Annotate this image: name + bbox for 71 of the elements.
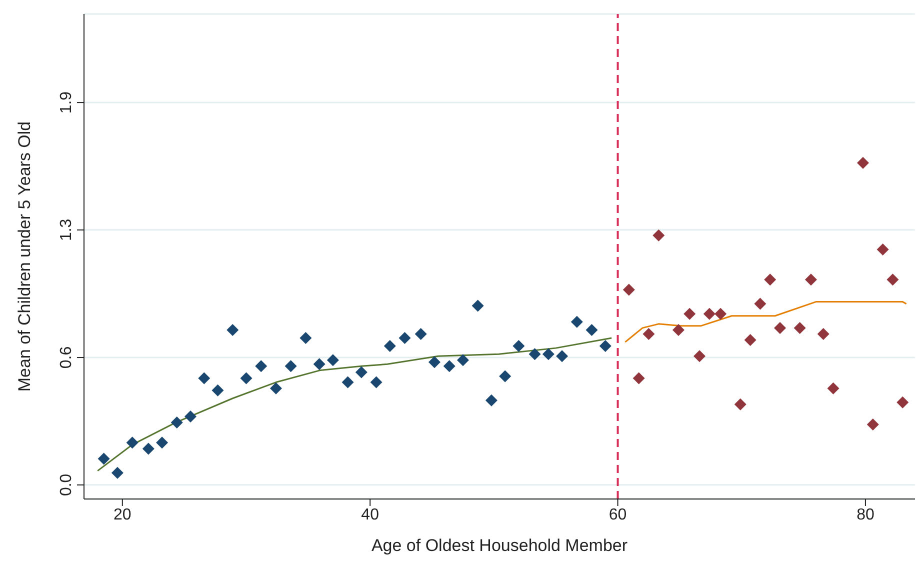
point: [586, 324, 598, 336]
x-tick-label: 40: [361, 506, 380, 524]
point: [764, 274, 776, 286]
y-tick-label: 1.3: [58, 218, 75, 242]
point: [456, 354, 469, 366]
point: [240, 372, 252, 384]
point: [542, 348, 554, 360]
point: [794, 322, 806, 334]
point: [694, 350, 706, 362]
point: [599, 340, 612, 352]
y-tick-label: 1.9: [58, 91, 75, 114]
point: [184, 410, 197, 422]
point: [734, 398, 746, 410]
point: [212, 384, 224, 396]
point: [111, 466, 124, 479]
point: [284, 360, 297, 372]
point: [714, 308, 727, 320]
point: [642, 328, 655, 340]
point: [856, 156, 869, 169]
point: [570, 316, 583, 328]
point: [226, 324, 239, 336]
point: [804, 274, 817, 286]
point: [156, 436, 168, 449]
point: [754, 298, 766, 310]
point: [632, 372, 645, 384]
point: [684, 308, 696, 320]
x-axis-title: Age of Oldest Household Member: [371, 536, 628, 555]
y-axis-title: Mean of Children under 5 Years Old: [15, 121, 34, 392]
x-tick-label: 60: [608, 506, 627, 524]
point: [817, 328, 830, 340]
point: [744, 334, 756, 346]
point: [512, 340, 525, 352]
point: [703, 308, 716, 320]
line-series: [624, 301, 908, 343]
point: [896, 396, 909, 408]
x-tick-label: 80: [856, 506, 874, 524]
point: [556, 350, 568, 362]
point: [428, 356, 440, 368]
line-series: [96, 337, 612, 472]
point: [142, 442, 154, 455]
y-tick-label: 0.0: [58, 474, 75, 496]
point: [384, 340, 396, 352]
point: [472, 300, 484, 312]
point: [355, 366, 368, 378]
point: [672, 324, 684, 336]
point: [398, 332, 411, 344]
point: [774, 322, 786, 334]
y-tick-label: 0.6: [58, 346, 75, 369]
point: [326, 354, 339, 366]
point: [414, 328, 427, 340]
point: [300, 332, 312, 344]
point: [313, 358, 326, 370]
point: [528, 348, 541, 360]
point: [827, 382, 840, 394]
point: [886, 274, 899, 286]
point: [499, 370, 512, 382]
point: [126, 436, 138, 449]
point: [98, 452, 110, 465]
point: [652, 229, 665, 242]
point: [342, 376, 354, 388]
point: [866, 418, 879, 431]
point: [255, 360, 268, 372]
x-tick-label: 20: [113, 506, 132, 524]
point: [622, 284, 635, 296]
point: [370, 376, 382, 388]
point: [170, 416, 183, 429]
point: [270, 382, 282, 394]
point: [485, 394, 498, 406]
point: [443, 360, 456, 372]
point: [198, 372, 210, 384]
point: [876, 243, 889, 256]
